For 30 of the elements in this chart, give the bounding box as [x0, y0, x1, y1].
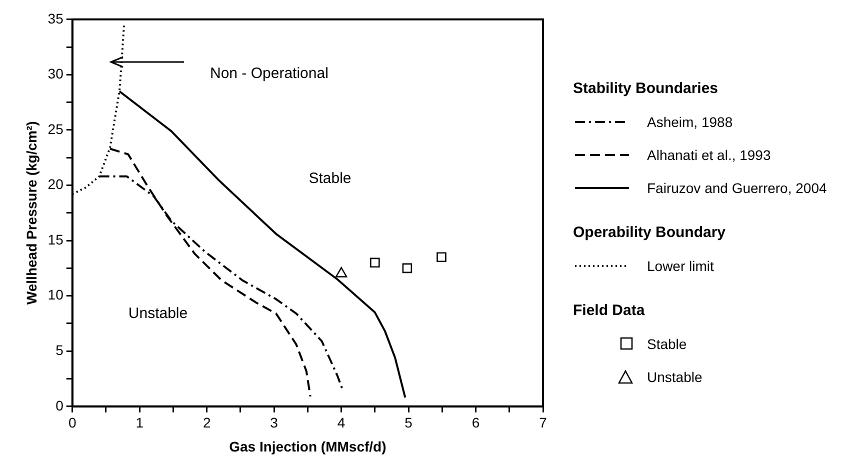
y-tick-label: 0: [56, 397, 64, 414]
legend-label: Unstable: [647, 368, 702, 384]
y-tick-label: 5: [56, 342, 64, 358]
y-tick-label: 25: [48, 120, 64, 137]
y-axis-title: Wellhead Pressure (kg/cm²): [23, 121, 40, 305]
annotation: Unstable: [128, 305, 188, 322]
legend-label: Stable: [647, 336, 687, 352]
x-tick-label: 4: [337, 414, 346, 431]
annotation: Stable: [308, 170, 352, 187]
y-tick-label: 10: [48, 286, 64, 303]
x-tick-label: 6: [472, 414, 480, 431]
text: Field Data: [573, 302, 646, 319]
y-tick-label: 20: [48, 176, 64, 192]
text: Stability Boundaries: [573, 80, 720, 97]
x-tick-label: 5: [404, 414, 413, 431]
legend-label: Fairuzov and Guerrero, 2004: [647, 180, 827, 196]
legend-label: Lower limit: [647, 258, 714, 274]
legend-label: Asheim, 1988: [647, 114, 733, 130]
legend-label: Alhanati et al., 1993: [647, 146, 771, 162]
x-tick-label: 0: [68, 414, 76, 431]
x-tick-label: 1: [136, 414, 144, 431]
x-axis-title: Gas Injection (MMscf/d): [229, 438, 386, 454]
annotation: Non - Operational: [210, 65, 328, 82]
x-tick-label: 3: [270, 414, 278, 431]
x-tick-label: 7: [539, 414, 548, 431]
y-tick-label: 30: [48, 66, 64, 82]
y-tick-label: 35: [48, 10, 64, 26]
y-tick-label: 15: [48, 231, 64, 248]
x-tick-label: 2: [202, 414, 211, 431]
text: Operability Boundary: [573, 224, 727, 241]
